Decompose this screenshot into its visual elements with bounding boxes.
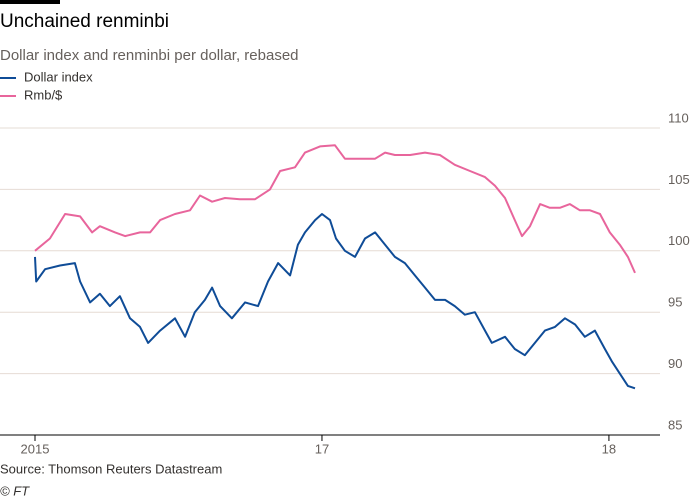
x-tick-label: 17 (315, 441, 329, 456)
y-tick-label: 105 (668, 172, 690, 187)
chart-subtitle: Dollar index and renminbi per dollar, re… (0, 47, 299, 64)
y-tick-label: 90 (668, 356, 682, 371)
brand-bar (0, 0, 60, 4)
series-line (34, 144, 636, 274)
credit: © FT (0, 483, 30, 498)
series-line (34, 213, 636, 390)
source: Source: Thomson Reuters Datastream (0, 461, 222, 476)
y-tick-label: 100 (668, 233, 690, 248)
x-tick-label: 2015 (21, 441, 50, 456)
x-tick-label: 18 (602, 441, 616, 456)
y-tick-label: 85 (668, 417, 682, 432)
y-tick-label: 95 (668, 295, 682, 310)
chart-title: Unchained renminbi (0, 11, 169, 32)
legend-label: Rmb/$ (24, 87, 63, 102)
y-tick-label: 110 (668, 110, 689, 125)
legend-label: Dollar index (24, 69, 93, 84)
